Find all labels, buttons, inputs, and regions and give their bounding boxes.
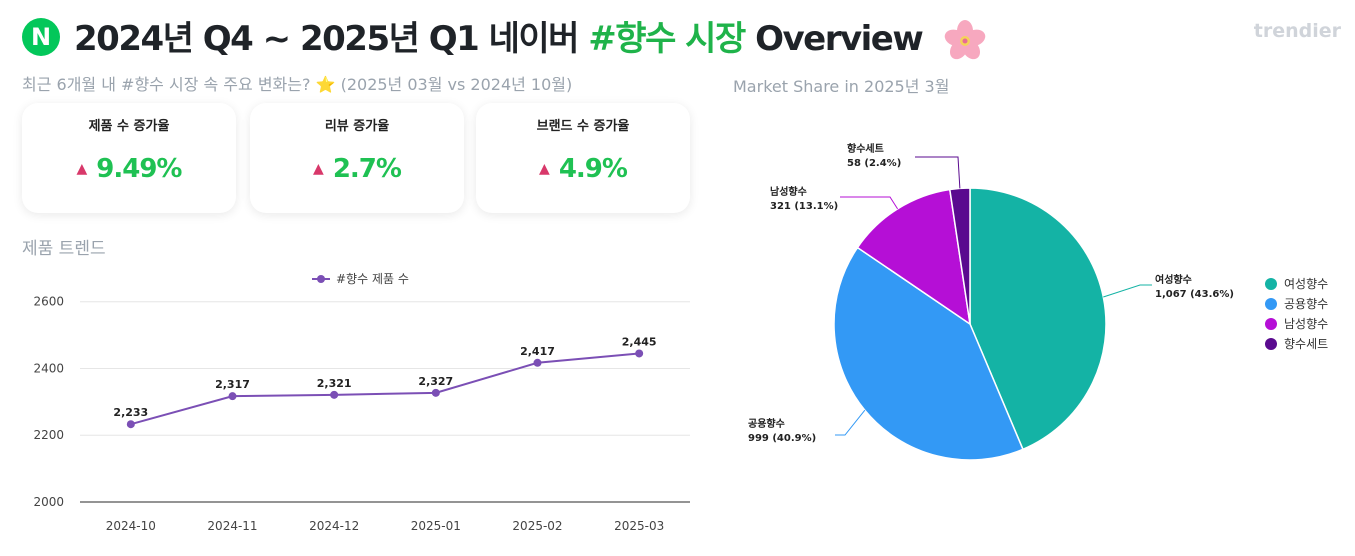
x-tick-label: 2025-02 — [512, 519, 562, 533]
subtitle-period: (2025년 03월 vs 2024년 10월) — [335, 75, 573, 94]
up-arrow-icon: ▲ — [313, 161, 324, 177]
kpi-label: 브랜드 수 증가율 — [536, 119, 630, 134]
star-icon: ⭐ — [315, 75, 336, 94]
data-label: 2,317 — [215, 378, 250, 391]
slice-value-label: 321 (13.1%) — [770, 201, 838, 212]
slice-name-label: 남성향수 — [770, 185, 807, 198]
trend-section-title: 제품 트렌드 — [22, 239, 106, 259]
kpi-card-products: 제품 수 증가율 ▲ 9.49% — [22, 103, 236, 213]
title-main: 2024년 Q4 ~ 2025년 Q1 네이버 — [74, 19, 589, 60]
legend-marker — [1265, 278, 1277, 290]
title-suffix: Overview — [744, 19, 924, 60]
subtitle-text: 최근 6개월 내 #향수 시장 속 주요 변화는? — [22, 75, 316, 94]
legend-label: #향수 제품 수 — [336, 272, 409, 286]
pie-section-title: Market Share in 2025년 3월 — [733, 77, 950, 96]
legend-label: 향수세트 — [1284, 337, 1328, 351]
data-label: 2,321 — [317, 377, 352, 390]
up-arrow-icon: ▲ — [539, 161, 550, 177]
leader-line — [835, 409, 866, 436]
legend-marker — [1265, 338, 1277, 350]
legend-label: 남성향수 — [1284, 317, 1328, 331]
data-point — [431, 388, 440, 397]
y-tick-label: 2200 — [33, 428, 64, 442]
cherry-blossom-icon — [944, 19, 985, 59]
legend-label: 공용향수 — [1284, 297, 1328, 311]
slice-name-label: 공용향수 — [748, 417, 785, 430]
leader-line — [1103, 284, 1152, 298]
x-tick-label: 2024-10 — [106, 519, 156, 533]
slice-name-label: 여성향수 — [1155, 273, 1192, 286]
data-point — [126, 420, 135, 429]
slice-value-label: 999 (40.9%) — [748, 433, 816, 444]
kpi-card-reviews: 리뷰 증가율 ▲ 2.7% — [250, 103, 464, 213]
kpi-label: 제품 수 증가율 — [88, 119, 170, 134]
y-tick-label: 2400 — [33, 361, 64, 375]
data-label: 2,417 — [520, 345, 555, 358]
kpi-value: ▲ 4.9% — [539, 154, 628, 184]
kpi-label: 리뷰 증가율 — [324, 119, 390, 134]
data-label: 2,233 — [113, 406, 148, 419]
legend-marker — [317, 275, 325, 283]
subtitle: 최근 6개월 내 #향수 시장 속 주요 변화는? ⭐ (2025년 03월 v… — [22, 71, 572, 95]
naver-logo: N — [22, 18, 60, 56]
legend-marker — [1265, 318, 1277, 330]
data-point — [635, 349, 644, 358]
data-label: 2,445 — [622, 335, 657, 348]
line-chart: #향수 제품 수 2000 2200 2400 2600 2024-10 2024-11 20… — [33, 272, 690, 533]
kpi-card-brands: 브랜드 수 증가율 ▲ 4.9% — [476, 103, 690, 213]
x-tick-label: 2024-12 — [309, 519, 359, 533]
pie-slice — [833, 246, 1024, 461]
pie-slice — [969, 187, 1107, 451]
data-label: 2,327 — [418, 375, 453, 388]
leader-line — [840, 196, 899, 210]
page-title: 2024년 Q4 ~ 2025년 Q1 네이버 #향수 시장 Overview — [74, 11, 987, 63]
y-tick-label: 2600 — [33, 295, 64, 309]
x-tick-label: 2025-03 — [614, 519, 664, 533]
data-point — [533, 358, 542, 367]
x-tick-label: 2025-01 — [411, 519, 461, 533]
legend-label: 여성향수 — [1284, 277, 1328, 291]
slice-value-label: 58 (2.4%) — [847, 158, 901, 169]
pie-slice — [948, 187, 971, 325]
title-highlight: #향수 시장 — [588, 19, 746, 60]
leader-line — [915, 156, 961, 189]
header: N 2024년 Q4 ~ 2025년 Q1 네이버 #향수 시장 Overvie… — [22, 8, 987, 66]
legend-marker — [1265, 298, 1277, 310]
up-arrow-icon: ▲ — [76, 161, 88, 177]
brand-logo: trendier — [1253, 20, 1341, 42]
kpi-value: ▲ 9.49% — [76, 154, 183, 184]
series-line — [130, 352, 640, 426]
data-point — [330, 390, 339, 399]
pie-chart: 여성향수 1,067 (43.6%) 공용향수 999 (40.9%) 남성향수 321 … — [748, 142, 1328, 461]
y-tick-label: 2000 — [33, 495, 64, 509]
data-point — [228, 392, 237, 401]
slice-name-label: 향수세트 — [847, 142, 884, 155]
kpi-value: ▲ 2.7% — [313, 154, 402, 184]
x-tick-label: 2024-11 — [207, 519, 257, 533]
slice-value-label: 1,067 (43.6%) — [1155, 289, 1234, 300]
